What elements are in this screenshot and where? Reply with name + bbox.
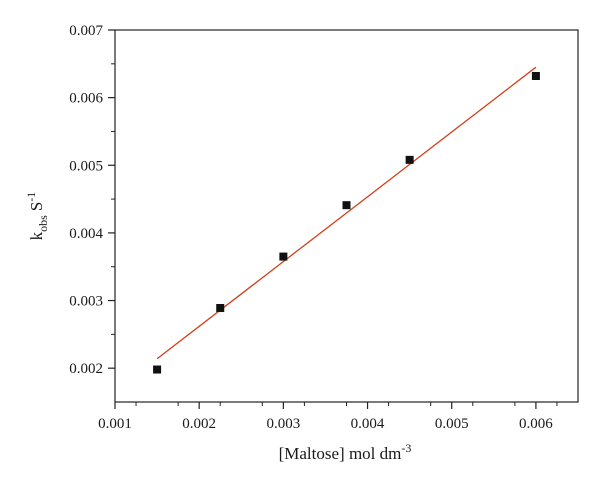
x-tick-label: 0.006 (519, 416, 553, 432)
data-point (216, 303, 225, 312)
x-tick-label: 0.004 (351, 416, 385, 432)
x-axis-title-superscript: -3 (401, 441, 411, 455)
points-layer (153, 71, 540, 374)
plot-border (114, 29, 579, 403)
x-tick-label: 0.001 (98, 416, 132, 432)
y-tick-label: 0.002 (69, 361, 103, 377)
y-tick-label: 0.003 (69, 294, 103, 310)
y-axis: 0.002 0.003 0.004 0.005 0.006 0.007 (69, 23, 115, 377)
fit-line (156, 66, 537, 360)
x-axis: 0.001 0.002 0.003 0.004 0.005 0.006 (98, 402, 558, 432)
data-point (279, 252, 288, 261)
x-tick-label: 0.002 (182, 416, 216, 432)
x-tick-label: 0.003 (266, 416, 300, 432)
y-axis-title: kobs S-1 (24, 192, 50, 241)
y-tick-label: 0.004 (69, 226, 103, 242)
y-tick-label: 0.006 (69, 91, 103, 107)
data-point (531, 71, 540, 80)
data-point (153, 365, 162, 374)
plot-frame (114, 29, 579, 403)
fit-layer (156, 66, 537, 360)
data-point (405, 155, 414, 164)
x-tick-label: 0.005 (435, 416, 469, 432)
y-axis-title-superscript: -1 (24, 192, 38, 202)
y-tick-label: 0.007 (69, 23, 103, 39)
x-axis-title: [Maltose] mol dm-3 (279, 441, 412, 463)
data-point (342, 201, 351, 210)
x-axis-title-main: [Maltose] mol dm (279, 444, 402, 463)
y-axis-title-subscript: obs (36, 215, 50, 232)
y-tick-label: 0.005 (69, 158, 103, 174)
y-axis-title-main: k (27, 231, 46, 240)
y-axis-title-unit: S (27, 202, 46, 211)
